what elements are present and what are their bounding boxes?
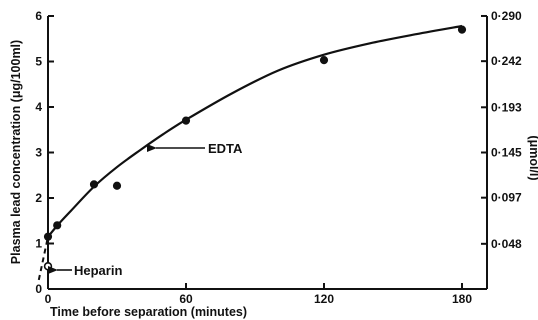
y-tick-label: 6	[35, 9, 42, 23]
y-tick-label: 5	[35, 55, 42, 69]
y-tick-label: 0	[35, 282, 42, 296]
y-right-tick-label: 0·145	[491, 145, 522, 159]
edta-point	[319, 56, 329, 65]
x-axis-title: Time before separation (minutes)	[50, 305, 247, 319]
edta-label: EDTA	[208, 141, 243, 156]
y-tick-label: 4	[35, 100, 42, 114]
x-tick-label: 180	[452, 292, 472, 306]
y-right-tick-label: 0·193	[491, 100, 522, 114]
y-right-tick-label: 0·048	[491, 237, 522, 251]
y-axis-title-left: Plasma lead concentration (μg/100ml)	[9, 40, 23, 264]
x-tick-label: 60	[179, 292, 193, 306]
y-tick-label: 2	[35, 191, 42, 205]
edta-point	[112, 181, 122, 190]
y-right-tick-label: 0·097	[491, 191, 522, 205]
heparin-label: Heparin	[74, 263, 122, 278]
edta-point	[457, 25, 467, 34]
annotation-heparin: Heparin	[48, 263, 122, 278]
y-right-tick-label: 0·242	[491, 54, 522, 68]
extrapolation-line	[37, 236, 49, 281]
edta-point	[89, 180, 99, 189]
x-tick-label: 0	[45, 292, 52, 306]
x-tick-label: 120	[314, 292, 334, 306]
y-right-tick-label: 0·290	[491, 9, 522, 23]
edta-point	[53, 221, 62, 230]
fit-curve	[47, 24, 463, 238]
edta-point	[181, 116, 191, 125]
y-axis-title-right: (μmol/l)	[527, 135, 538, 180]
y-tick-label: 1	[35, 237, 42, 251]
edta-point	[43, 232, 53, 241]
heparin-point	[43, 262, 53, 271]
y-tick-label: 3	[35, 146, 42, 160]
annotation-edta: EDTA	[147, 141, 243, 156]
